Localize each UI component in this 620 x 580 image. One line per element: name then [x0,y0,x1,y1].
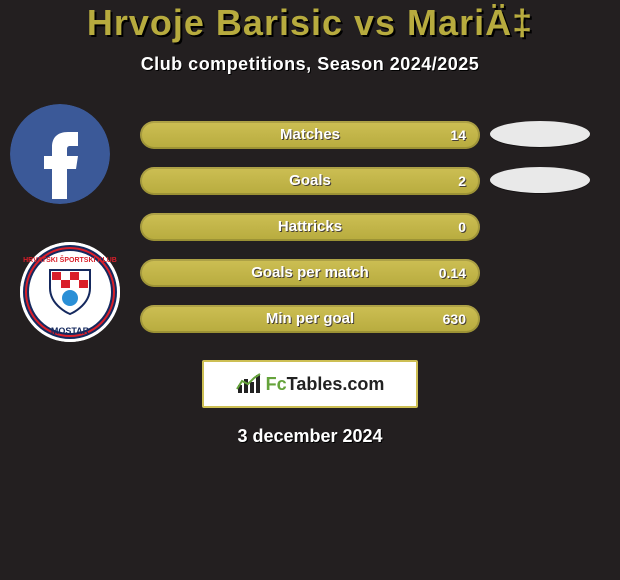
right-ellipse [490,167,590,193]
stat-value: 0.14 [439,259,466,287]
stat-value: 630 [443,305,466,333]
stat-row: HRVATSKI ŠPORTSKI KLUB MOSTAR Goals per … [0,248,620,294]
stat-label: Goals [140,167,480,195]
stat-label: Goals per match [140,259,480,287]
stat-row: Min per goal 630 [0,294,620,340]
stat-value: 14 [450,121,466,149]
stat-value: 0 [458,213,466,241]
stat-bar: Min per goal 630 [140,305,480,333]
stat-bar: Hattricks 0 [140,213,480,241]
page-subtitle: Club competitions, Season 2024/2025 [0,54,620,75]
stat-label: Min per goal [140,305,480,333]
stat-bar: Goals 2 [140,167,480,195]
stat-bar: Goals per match 0.14 [140,259,480,287]
stat-label: Matches [140,121,480,149]
stat-row: Matches 14 [0,110,620,156]
stats-rows: Matches 14 Goals 2 Hattricks 0 [0,110,620,340]
stat-row: Goals 2 [0,156,620,202]
subtitle-text: Club competitions, Season 2024/2025 [141,54,480,74]
page-title: Hrvoje Barisic vs MariÄ‡ [0,2,620,44]
brand-text: FcTables.com [266,374,385,395]
right-ellipse [490,121,590,147]
stat-label: Hattricks [140,213,480,241]
chart-icon [236,373,262,395]
brand-logo: FcTables.com [202,360,418,408]
brand-prefix: Fc [266,374,287,394]
title-text: Hrvoje Barisic vs MariÄ‡ [87,2,533,43]
footer-date: 3 december 2024 [0,426,620,447]
stat-bar: Matches 14 [140,121,480,149]
svg-text:HRVATSKI ŠPORTSKI KLUB: HRVATSKI ŠPORTSKI KLUB [23,255,117,264]
brand-suffix: Tables.com [287,374,385,394]
stat-value: 2 [458,167,466,195]
footer-date-text: 3 december 2024 [237,426,382,446]
